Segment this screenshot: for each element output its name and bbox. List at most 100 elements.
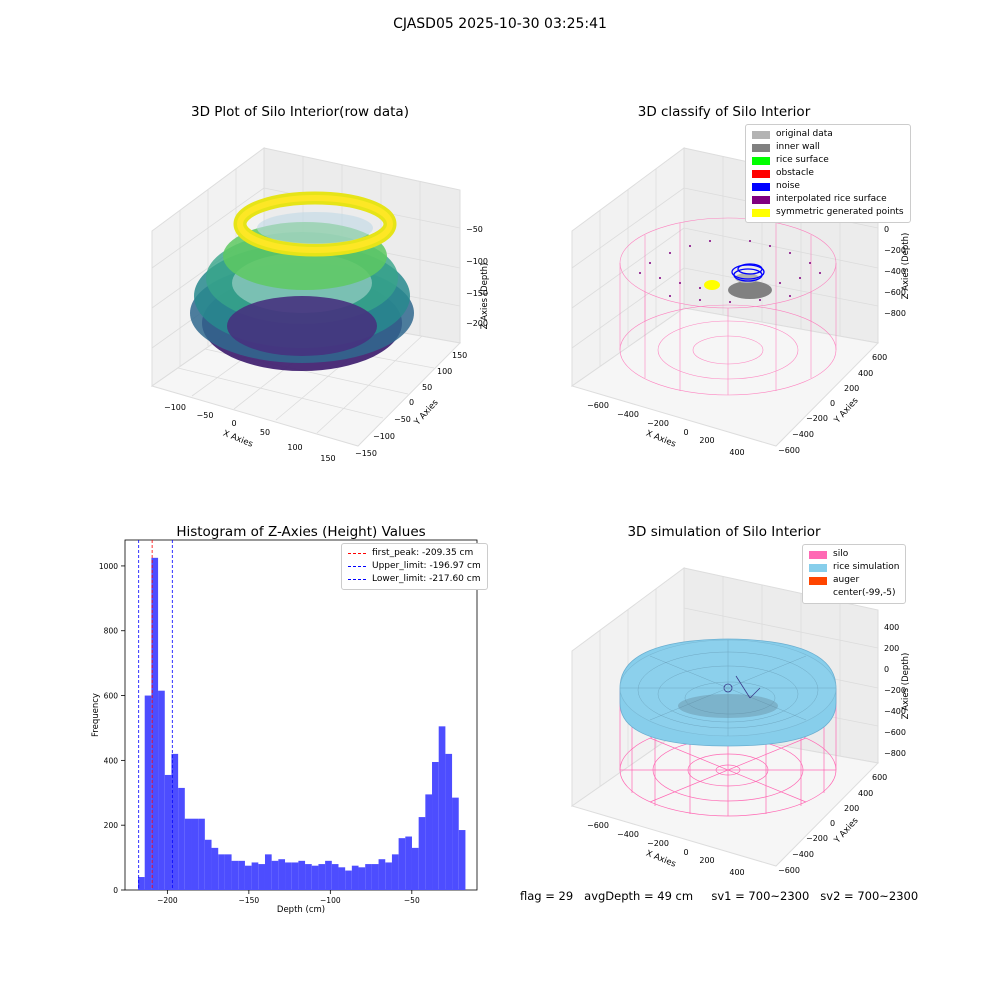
classify-plot-title: 3D classify of Silo Interior	[637, 104, 811, 120]
legend-swatch	[809, 550, 827, 559]
histogram-bar	[311, 865, 319, 890]
histogram-bar	[338, 867, 346, 890]
svg-text:0: 0	[231, 419, 236, 428]
histogram-bar	[151, 557, 159, 890]
histogram-bar	[244, 865, 252, 890]
svg-text:0: 0	[683, 848, 688, 857]
x-tick-label: −50	[404, 896, 420, 905]
histogram-bar	[305, 864, 312, 890]
simulation-3d-plot: 400 200 0 −200 −400 −600 −800 Z Axies (D…	[570, 567, 911, 877]
svg-text:400: 400	[729, 448, 744, 457]
svg-text:400: 400	[729, 868, 744, 877]
svg-text:0: 0	[830, 399, 835, 408]
legend-swatch	[752, 156, 770, 165]
raw-point-cloud	[190, 191, 414, 371]
sim-y-ticks: 600 400 200 0 −200 −400 −600	[778, 773, 887, 875]
histogram-bar	[418, 817, 426, 890]
legend-item-noise: noise	[752, 180, 904, 193]
classify-interpolated-surface	[639, 240, 821, 303]
legend-swatch	[752, 143, 770, 152]
histogram-y-label: Frequency	[91, 693, 101, 737]
legend-swatch	[809, 576, 827, 585]
raw-plot-title: 3D Plot of Silo Interior(row data)	[191, 104, 409, 120]
svg-text:−600: −600	[587, 401, 609, 410]
svg-text:400: 400	[884, 623, 899, 632]
sim-auger	[723, 675, 761, 699]
classify-x-label: X Axies	[644, 429, 677, 450]
svg-text:−800: −800	[884, 749, 906, 758]
svg-text:0: 0	[409, 398, 414, 407]
legend-swatch	[752, 130, 770, 139]
classify-inner-wall	[728, 281, 772, 299]
sim-rice-mesh	[620, 640, 836, 736]
histogram-bar	[218, 854, 225, 890]
svg-text:150: 150	[452, 351, 467, 360]
histogram-bar	[298, 860, 306, 890]
histogram-bar	[351, 865, 359, 890]
histogram-bar	[251, 862, 259, 890]
svg-text:600: 600	[872, 773, 887, 782]
svg-text:−400: −400	[884, 267, 906, 276]
svg-text:200: 200	[844, 804, 859, 813]
histogram-bar	[231, 860, 239, 890]
sim-z-ticks: 400 200 0 −200 −400 −600 −800	[884, 623, 906, 758]
histogram-bar	[224, 854, 232, 890]
sim-rice-depression	[678, 694, 778, 718]
histogram-bar	[198, 818, 205, 890]
svg-text:400: 400	[858, 369, 873, 378]
histogram-bar	[285, 862, 292, 890]
svg-text:−800: −800	[884, 309, 906, 318]
histogram-bar	[258, 864, 265, 890]
svg-text:−150: −150	[355, 449, 377, 458]
y-tick-label: 800	[104, 627, 119, 636]
histogram-y-ticks: 0 200 400 600 800 1000	[99, 562, 125, 895]
classify-x-ticks: −600 −400 −200 0 200 400	[587, 401, 745, 457]
histogram-bar	[411, 847, 419, 890]
histogram-bar	[325, 860, 332, 890]
simulation-plot-title: 3D simulation of Silo Interior	[627, 524, 821, 540]
legend-swatch	[752, 208, 770, 217]
svg-text:−200: −200	[806, 834, 828, 843]
svg-text:200: 200	[844, 384, 859, 393]
legend-item-first-peak: first_peak: -209.35 cm	[348, 547, 481, 560]
histogram-bar	[204, 839, 212, 890]
svg-text:−200: −200	[647, 839, 669, 848]
svg-text:150: 150	[320, 454, 335, 463]
histogram-title: Histogram of Z-Axies (Height) Values	[176, 524, 425, 540]
raw-y-ticks: 150 100 50 0 −50 −100 −150	[355, 351, 467, 458]
histogram-chart: Histogram of Z-Axies (Height) Values −20…	[91, 524, 478, 915]
histogram-bar	[378, 859, 386, 890]
histogram-bar	[452, 797, 459, 890]
raw-y-label: Y Axies	[412, 397, 441, 428]
svg-text:−600: −600	[884, 728, 906, 737]
histogram-bar	[278, 859, 286, 890]
status-flag: flag = 29	[520, 889, 574, 903]
svg-text:−200: −200	[466, 319, 488, 328]
histogram-bar	[358, 867, 366, 890]
legend-item-silo: silo	[809, 548, 899, 561]
legend-item-symmetric-generated-points: symmetric generated points	[752, 206, 904, 219]
classify-floor-pane	[570, 307, 880, 447]
svg-text:400: 400	[858, 789, 873, 798]
sim-floor-pane	[570, 727, 880, 867]
classify-noise	[731, 263, 765, 282]
svg-text:−200: −200	[647, 419, 669, 428]
sim-z-label: Z Axies (Depth)	[901, 653, 911, 720]
svg-text:−200: −200	[884, 686, 906, 695]
figure-title: CJASD05 2025-10-30 03:25:41	[393, 16, 607, 32]
legend-item-upper-limit: Upper_limit: -196.97 cm	[348, 560, 481, 573]
svg-text:−400: −400	[884, 707, 906, 716]
legend-swatch	[752, 195, 770, 204]
sim-x-label: X Axies	[644, 849, 677, 870]
classify-symmetric-points	[704, 280, 720, 290]
legend-item-auger: auger	[809, 574, 899, 587]
histogram-bar	[405, 836, 412, 890]
svg-text:0: 0	[830, 819, 835, 828]
histogram-bar	[458, 830, 466, 890]
simulation-legend: silo rice simulation auger center(-99,-5…	[802, 544, 907, 604]
histogram-bar	[171, 753, 179, 890]
svg-text:−50: −50	[394, 415, 411, 424]
legend-line	[348, 566, 366, 567]
histogram-bar	[184, 818, 192, 890]
histogram-bar	[371, 864, 379, 890]
